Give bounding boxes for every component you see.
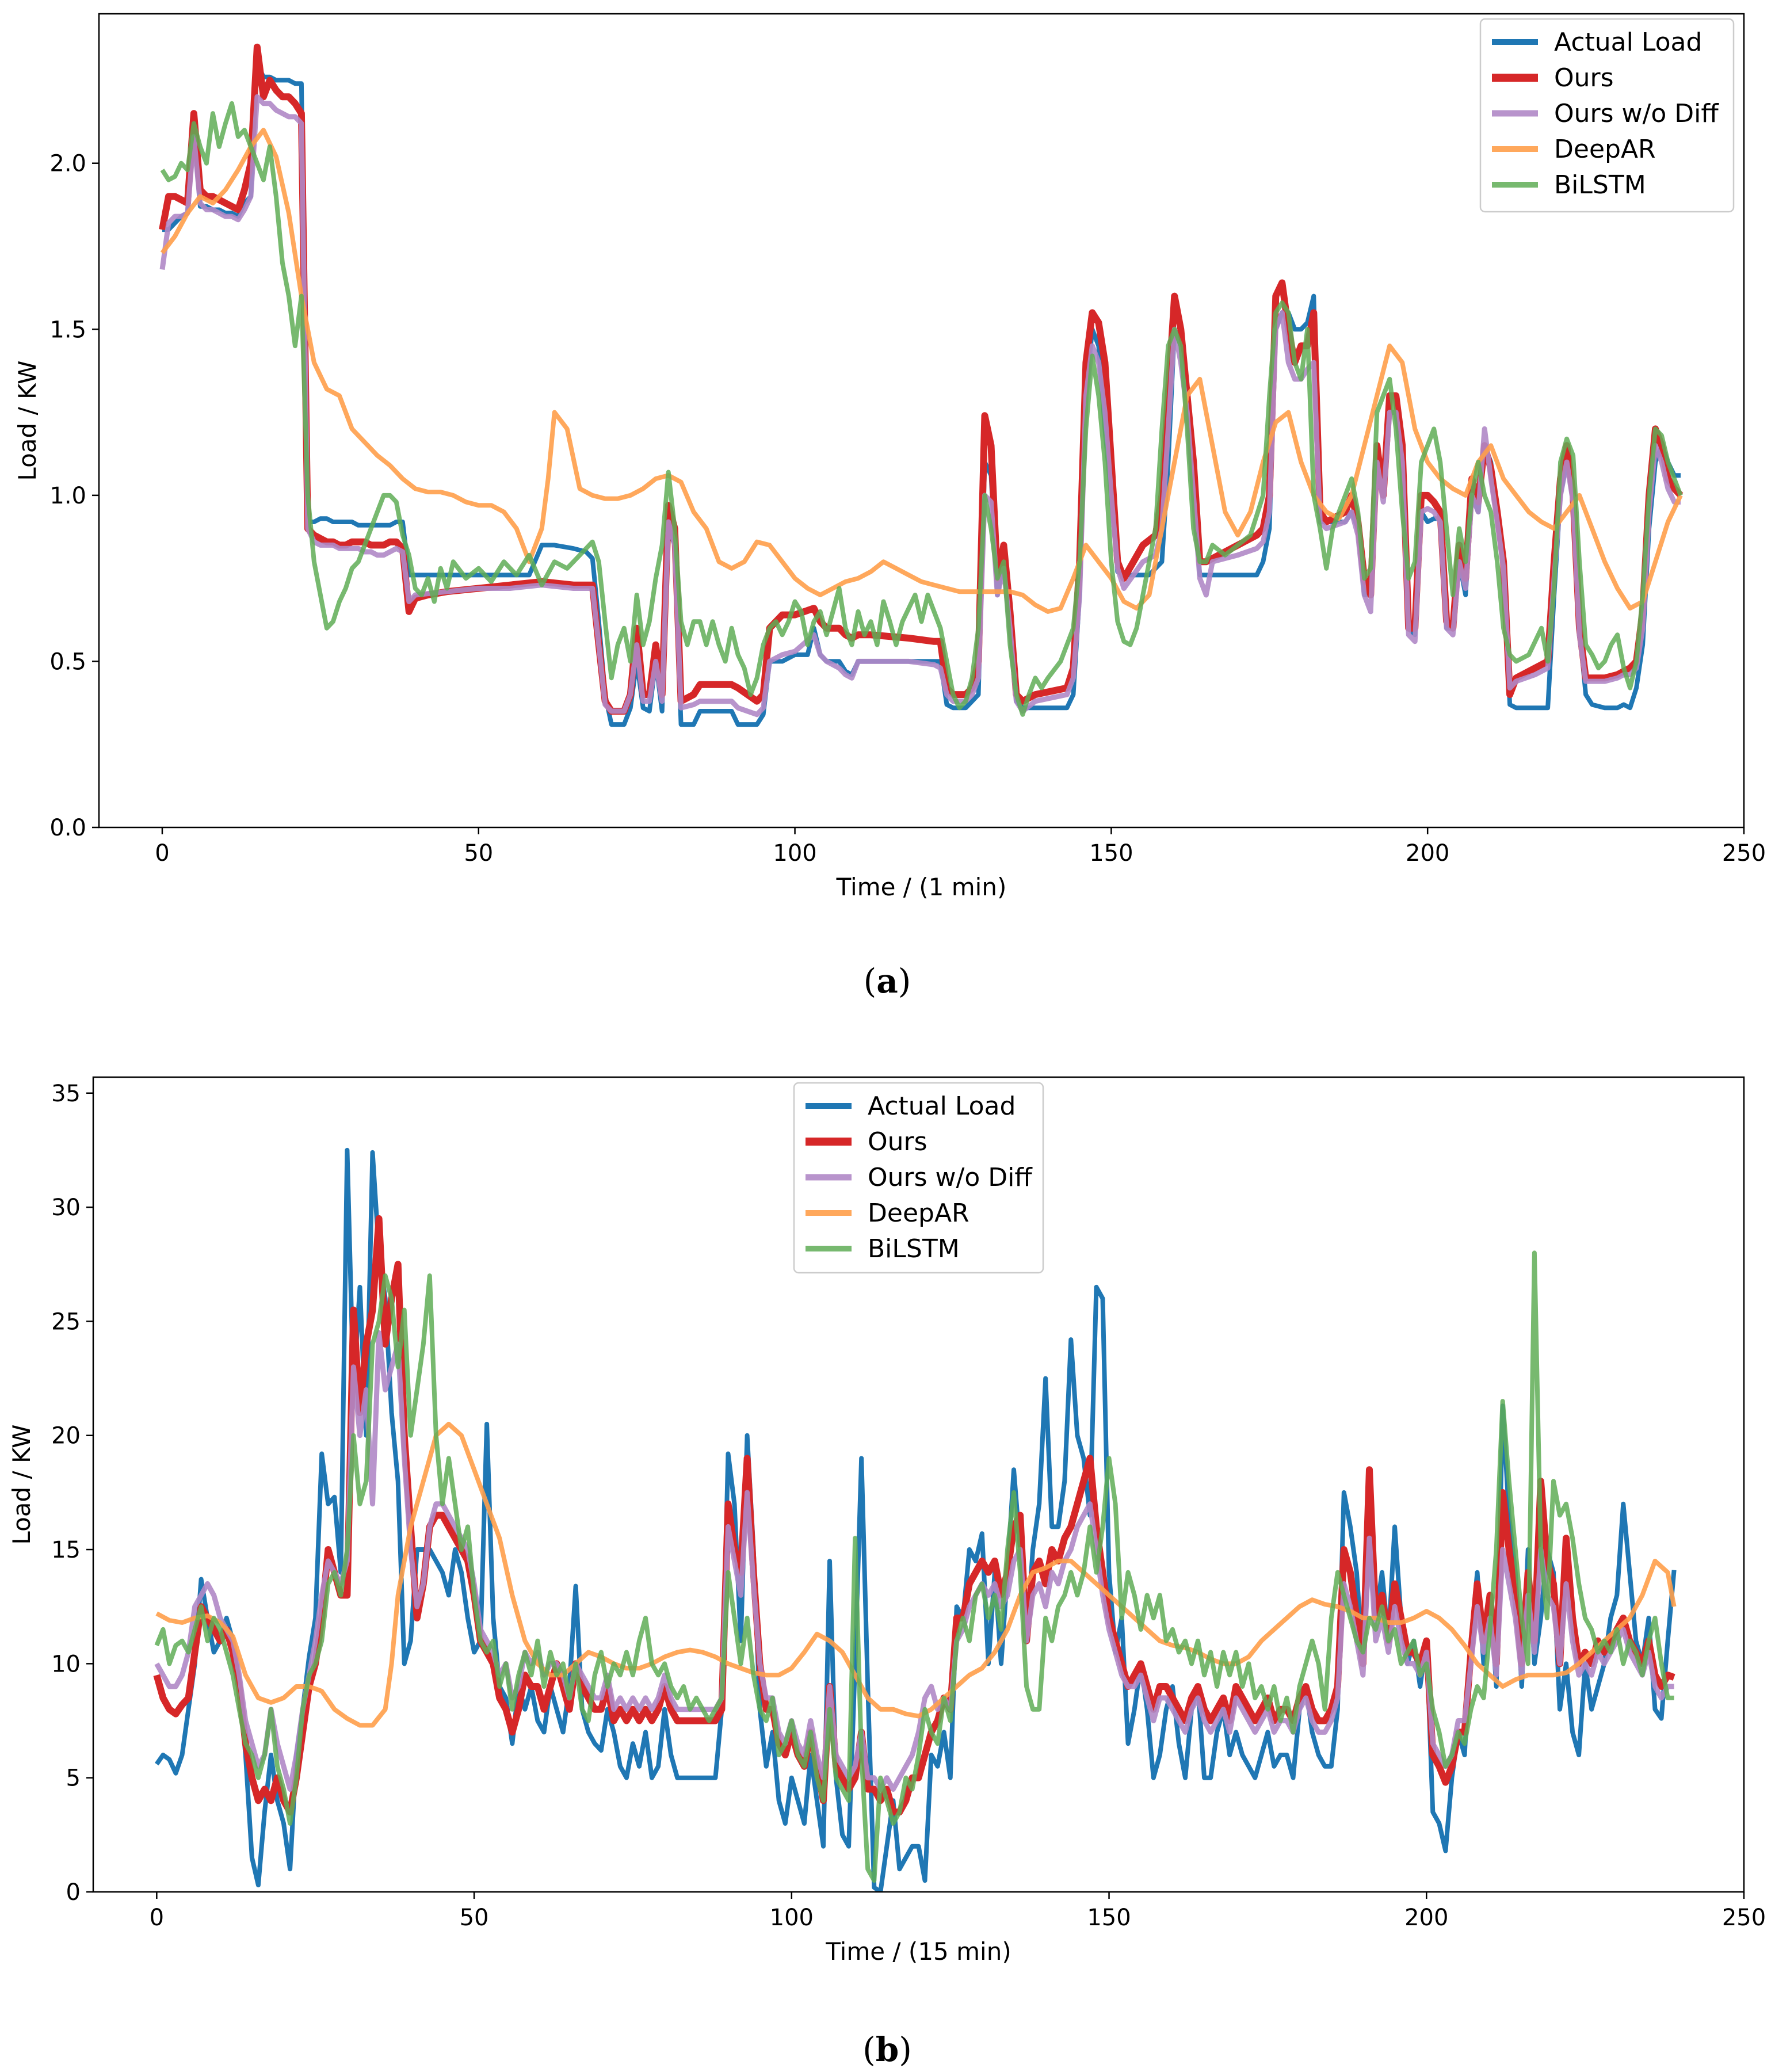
- legend-label: Ours w/o Diff: [1554, 99, 1719, 128]
- caption-close-paren: ): [898, 961, 911, 1001]
- y-tick-label: 30: [51, 1195, 81, 1221]
- y-tick-label: 0.5: [49, 648, 86, 675]
- chart-panel-b: 0 50 100 150 200 250 0 5 10 15 20 25 30 35 Time / (15 …: [7, 1076, 1766, 2069]
- y-tick-label: 20: [51, 1423, 81, 1449]
- x-tick-label: 0: [150, 1905, 164, 1931]
- x-tick-label: 100: [773, 840, 816, 867]
- legend: Actual Load Ours Ours w/o Diff DeepAR BiLSTM: [1479, 18, 1735, 213]
- x-tick-label: 250: [1722, 840, 1766, 867]
- caption-letter: b: [876, 2030, 899, 2069]
- x-tick-label: 150: [1089, 840, 1133, 867]
- legend-label: DeepAR: [1554, 135, 1656, 164]
- legend-label: BiLSTM: [1554, 170, 1646, 200]
- x-tick-label: 250: [1722, 1905, 1766, 1931]
- y-axis-label: Load / KW: [13, 360, 41, 480]
- legend-label: BiLSTM: [868, 1234, 960, 1264]
- legend-label: DeepAR: [868, 1199, 969, 1228]
- x-tick-label: 50: [464, 840, 493, 867]
- x-tick-label: 150: [1087, 1905, 1131, 1931]
- legend-box: [793, 1082, 1044, 1274]
- x-tick-label: 0: [155, 840, 169, 867]
- series-line-ours-w-o-diff: [159, 94, 1681, 718]
- x-tick-label: 200: [1406, 840, 1449, 867]
- series-line-ours: [153, 1215, 1675, 1816]
- caption-open-paren: (: [864, 961, 877, 1001]
- x-tick-label: 200: [1404, 1905, 1448, 1931]
- series-group: [153, 1147, 1677, 1892]
- series-line-ours-w-o-diff: [154, 1330, 1674, 1792]
- x-tick-label: 100: [770, 1905, 814, 1931]
- legend: Actual Load Ours Ours w/o Diff DeepAR BiLSTM: [793, 1082, 1044, 1274]
- legend-label: Ours w/o Diff: [868, 1163, 1033, 1192]
- y-tick-label: 15: [51, 1537, 81, 1563]
- series-group: [159, 43, 1684, 727]
- y-tick-label: 35: [51, 1081, 81, 1107]
- y-tick-label: 0.0: [49, 815, 86, 841]
- series-line-deepar: [155, 1421, 1677, 1728]
- x-axis-label: Time / (1 min): [836, 873, 1007, 901]
- legend-box: [1479, 18, 1735, 213]
- figure-caption: (b): [862, 2030, 912, 2069]
- legend-label: Ours: [868, 1127, 927, 1157]
- y-tick-label: 10: [51, 1651, 81, 1677]
- y-tick-label: 5: [66, 1765, 81, 1792]
- y-tick-label: 2.0: [49, 151, 86, 177]
- legend-label: Ours: [1554, 63, 1614, 93]
- y-tick-label: 25: [51, 1308, 81, 1335]
- x-tick-label: 50: [460, 1905, 489, 1931]
- series-line-bilstm: [154, 1250, 1674, 1883]
- series-line-bilstm: [160, 101, 1683, 717]
- chart-panel-a: 0 50 100 150 200 250 0.0 0.5 1.0 1.5 2.0 Time / (1 …: [13, 13, 1766, 1001]
- legend-label: Actual Load: [1554, 28, 1702, 57]
- caption-letter: a: [876, 961, 898, 1001]
- plot-frame: [92, 1076, 1745, 1893]
- legend-label: Actual Load: [868, 1092, 1016, 1121]
- series-line-actual-load: [155, 1147, 1677, 1892]
- plot-frame: [98, 13, 1745, 829]
- caption-open-paren: (: [862, 2030, 876, 2069]
- y-axis-label: Load / KW: [7, 1424, 36, 1544]
- caption-close-paren: ): [899, 2030, 912, 2069]
- figure-caption: (a): [864, 961, 911, 1001]
- y-tick-label: 1.5: [49, 316, 86, 343]
- y-tick-label: 0: [66, 1879, 81, 1906]
- y-tick-label: 1.0: [49, 483, 86, 509]
- x-axis-label: Time / (15 min): [825, 1937, 1011, 1966]
